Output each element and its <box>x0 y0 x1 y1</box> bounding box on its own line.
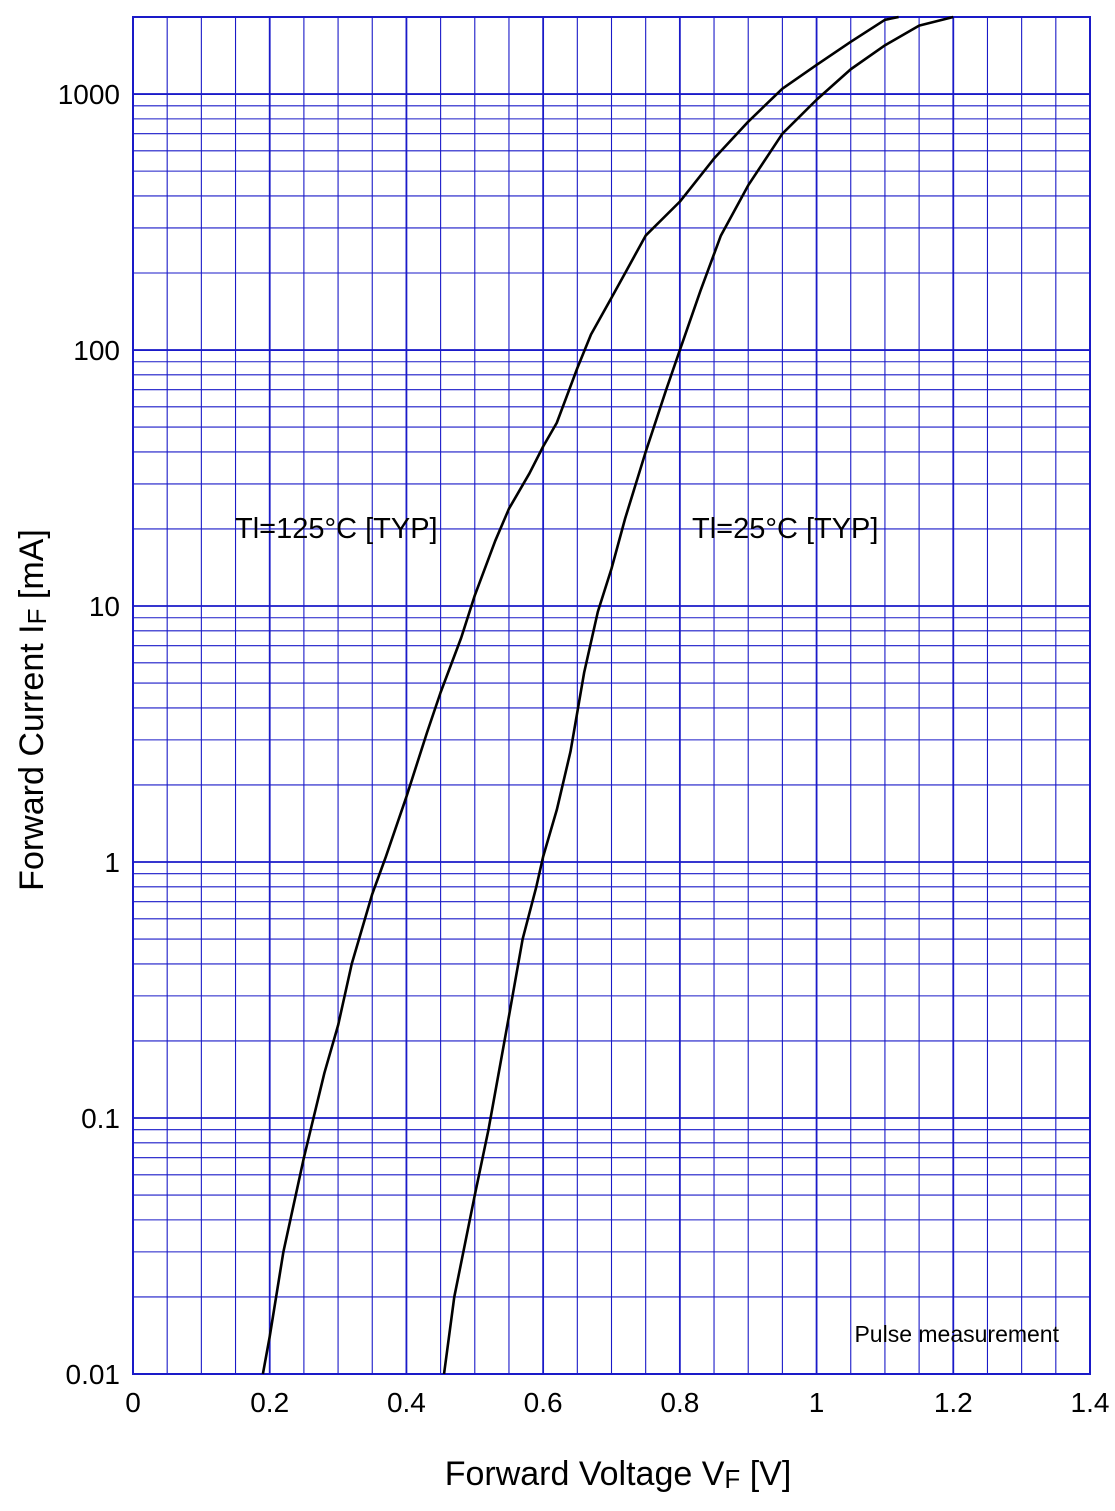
y-tick-label: 0.1 <box>81 1103 120 1134</box>
y-axis-label-unit: [mA] <box>13 529 51 608</box>
annotation-tl25: Tl=25°C [TYP] <box>692 513 878 545</box>
x-tick-label: 1.4 <box>1071 1387 1110 1418</box>
x-tick-label: 0.2 <box>250 1387 289 1418</box>
x-axis-label-unit: [V] <box>740 1455 791 1493</box>
annotation-tl125: Tl=125°C [TYP] <box>235 513 438 545</box>
x-tick-label: 1.2 <box>934 1387 973 1418</box>
x-axis-label-main: Forward Voltage V <box>445 1455 725 1493</box>
tick-labels: 0 0.2 0.4 0.6 0.8 1 1.2 1.4 0.01 0.1 1 10 100 1000 <box>58 79 1110 1418</box>
y-axis-label-sub: F <box>22 609 52 625</box>
y-tick-label: 1000 <box>58 79 120 110</box>
series-curve-2 <box>442 15 954 1375</box>
x-tick-label: 1 <box>809 1387 825 1418</box>
curves <box>261 15 954 1375</box>
y-tick-label: 0.01 <box>66 1359 121 1390</box>
x-axis-label: Forward Voltage VF [V] <box>445 1455 792 1494</box>
x-tick-label: 0.4 <box>387 1387 426 1418</box>
plot-frame <box>132 16 1091 1375</box>
x-axis-label-sub: F <box>724 1464 740 1494</box>
x-tick-label: 0 <box>125 1387 141 1418</box>
y-axis-label-main: Forward Current I <box>13 624 51 890</box>
series-curve-1 <box>261 15 899 1375</box>
grid <box>132 16 1091 1375</box>
annotation-pulse-measurement: Pulse measurement <box>854 1321 1059 1347</box>
y-tick-label: 10 <box>89 591 120 622</box>
y-axis-label: Forward Current IF [mA] <box>13 529 52 891</box>
y-tick-label: 1 <box>104 847 120 878</box>
x-tick-label: 0.6 <box>524 1387 563 1418</box>
x-tick-label: 0.8 <box>660 1387 699 1418</box>
y-tick-label: 100 <box>73 335 120 366</box>
